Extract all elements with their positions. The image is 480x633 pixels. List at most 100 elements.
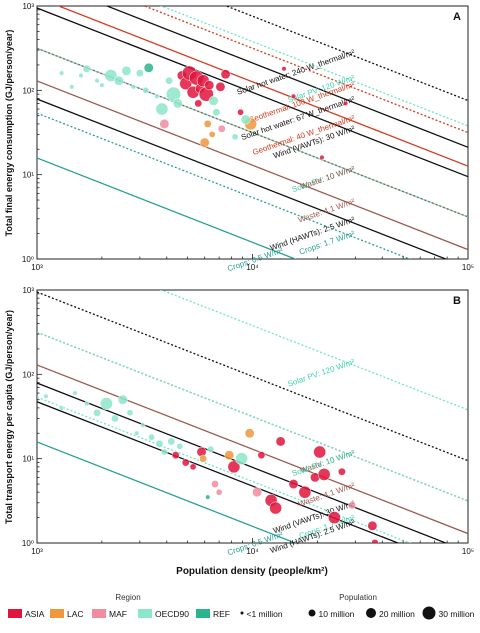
legend-swatch-ref: [196, 609, 210, 618]
energy-line: [37, 7, 468, 178]
data-point-oecd90: [148, 433, 155, 441]
data-point-ref: [143, 62, 154, 73]
x-tick-label: 10⁴: [246, 263, 259, 272]
legend-swatch-oecd90: [138, 609, 152, 618]
data-point-oecd90: [99, 82, 105, 88]
legend-label: ASIA: [25, 609, 45, 619]
data-point-oecd90: [161, 448, 168, 456]
energy-line: [142, 6, 468, 134]
data-point-oecd90: [111, 414, 119, 423]
x-tick-label: 10³: [31, 547, 43, 556]
data-point-oecd90: [114, 75, 124, 86]
data-point-ref: [205, 494, 211, 500]
data-point-asia: [237, 108, 244, 116]
legend: Region ASIA LAC MAF OECD90 REF Population <1…: [8, 593, 475, 620]
data-point-oecd90: [78, 72, 84, 79]
data-point-oecd90: [72, 390, 78, 396]
data-point-asia: [298, 485, 312, 499]
data-point-lac: [244, 428, 255, 439]
data-point-oecd90: [167, 437, 176, 446]
data-point-asia: [290, 93, 297, 99]
panel-b-ylabel: Total transport energy per capita (GJ/pe…: [4, 310, 14, 524]
legend-swatch-maf: [92, 609, 106, 618]
data-point-oecd90: [59, 70, 65, 76]
data-point-oecd90: [104, 69, 118, 82]
data-point-asia: [171, 451, 180, 460]
data-point-asia: [257, 451, 266, 460]
data-point-oecd90: [130, 84, 136, 90]
data-point-asia: [313, 445, 327, 459]
data-point-oecd90: [121, 65, 132, 76]
energy-line: [37, 291, 468, 462]
y-tick-label: 10²: [22, 86, 34, 95]
energy-line: [56, 6, 468, 167]
data-point-asia: [342, 100, 349, 106]
data-point-maf: [217, 124, 226, 133]
data-point-lac: [208, 131, 216, 138]
legend-size-marker: [240, 611, 244, 615]
data-point-asia: [328, 511, 341, 524]
data-point-asia: [194, 99, 203, 108]
y-tick-label: 10²: [22, 370, 34, 379]
data-point-asia: [215, 81, 226, 92]
data-point-oecd90: [135, 69, 144, 78]
x-tick-label: 10³: [31, 263, 43, 272]
legend-size-marker: [422, 606, 436, 620]
legend-label: REF: [213, 609, 230, 619]
y-tick-label: 10¹: [22, 171, 34, 180]
data-point-asia: [281, 66, 287, 72]
x-axis-label: Population density (people/km²): [176, 566, 328, 577]
panel-a-ylabel: Total final energy consumption (GJ/perso…: [4, 30, 14, 237]
data-point-asia: [204, 80, 215, 91]
legend-size-label: 20 million: [379, 609, 415, 619]
data-point-oecd90: [155, 439, 164, 448]
data-point-maf: [348, 501, 357, 510]
data-point-asia: [227, 460, 241, 474]
data-point-oecd90: [59, 405, 65, 411]
panel-a-ticks: 10⁰ 10¹ 10² 10³ 10³ 10⁴ 10⁵: [22, 2, 474, 272]
x-tick-label: 10⁴: [246, 547, 259, 556]
legend-size-label: 10 million: [319, 609, 355, 619]
energy-line: [37, 401, 400, 543]
data-point-oecd90: [69, 84, 75, 90]
data-point-oecd90: [84, 401, 90, 407]
energy-line: [37, 112, 412, 259]
data-point-oecd90: [235, 452, 248, 466]
energy-line: [37, 157, 297, 259]
data-point-lac: [199, 137, 210, 148]
legend-label: LAC: [67, 609, 84, 619]
data-point-asia: [338, 467, 346, 476]
panel-b-lines: [37, 290, 468, 543]
energy-line: [105, 6, 468, 148]
data-point-oecd90: [100, 397, 113, 410]
y-tick-label: 10³: [22, 2, 34, 11]
energy-line: [37, 441, 297, 543]
data-point-lac: [224, 450, 235, 461]
x-tick-label: 10⁵: [462, 547, 474, 556]
data-point-oecd90: [93, 408, 101, 417]
data-point-asia: [317, 468, 331, 481]
legend-label: MAF: [109, 609, 127, 619]
y-tick-label: 10³: [22, 286, 34, 295]
data-point-oecd90: [126, 409, 134, 417]
data-point-asia: [288, 479, 299, 489]
data-point-lac: [203, 119, 212, 128]
energy-line: [37, 382, 448, 543]
data-point-oecd90: [207, 445, 215, 453]
data-point-oecd90: [117, 394, 128, 405]
data-point-oecd90: [134, 430, 140, 436]
legend-population-title: Population: [339, 593, 377, 602]
energy-line: [37, 331, 468, 502]
data-point-oecd90: [94, 78, 100, 84]
data-point-asia: [269, 501, 282, 515]
data-point-oecd90: [240, 114, 251, 125]
data-point-maf: [215, 488, 223, 496]
legend-swatch-asia: [8, 609, 22, 618]
data-point-asia: [367, 520, 378, 531]
y-tick-label: 10⁰: [22, 539, 34, 548]
data-point-asia: [319, 154, 325, 161]
data-point-oecd90: [155, 102, 169, 116]
legend-sizes: <1 million 10 million 20 million 30 million: [240, 606, 475, 620]
legend-size-marker: [308, 609, 316, 617]
